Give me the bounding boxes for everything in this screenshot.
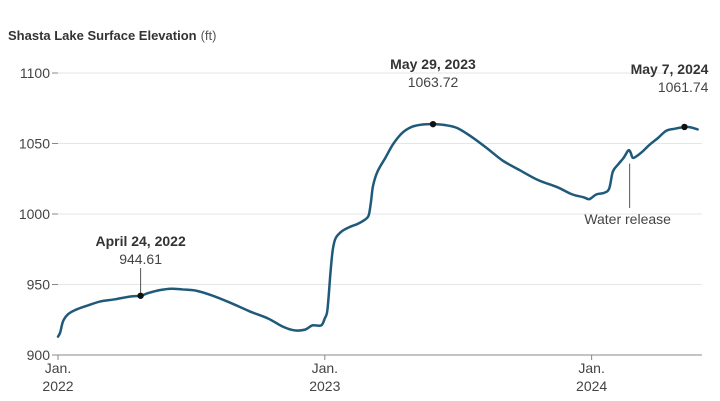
y-axis: 900 950 1000 1050 1100: [19, 65, 58, 363]
annotation-a2023-value: 1063.72: [408, 74, 459, 90]
chart-title-unit: (ft): [201, 28, 217, 43]
x-tick-label-2022-year: 2022: [42, 378, 73, 394]
annotation-a2023-marker: [429, 120, 437, 128]
x-tick-label-2023-year: 2023: [309, 378, 340, 394]
x-tick-label-2023-month: Jan.: [312, 360, 338, 376]
x-tick-label-2024-month: Jan.: [578, 360, 604, 376]
x-axis: Jan. 2022 Jan. 2023 Jan. 2024: [42, 354, 702, 394]
y-tick-label-1050: 1050: [19, 136, 50, 152]
y-tick-label-950: 950: [27, 277, 51, 293]
annotation-a2024-marker: [681, 123, 688, 131]
annotation-a2024-date: May 7, 2024: [631, 61, 709, 77]
annotation-a2022-marker: [137, 292, 144, 299]
annotation-a2022-date: April 24, 2022: [95, 233, 185, 249]
annotation-a2022-value: 944.61: [119, 251, 162, 267]
series-line-0: [56, 122, 699, 338]
annotation-layer: April 24, 2022 944.61 May 29, 2023 1063.72 M…: [95, 56, 709, 299]
annotation-a2024-value: 1061.74: [658, 79, 709, 95]
x-tick-label-2024-year: 2024: [576, 378, 607, 394]
y-tick-label-1100: 1100: [20, 65, 50, 81]
x-tick-label-2022-month: Jan.: [45, 360, 71, 376]
annotation-a2023-date: May 29, 2023: [390, 56, 476, 72]
grid-layer: [58, 72, 702, 285]
chart-title: Shasta Lake Surface Elevation (ft): [8, 28, 216, 43]
chart-title-text: Shasta Lake Surface Elevation: [8, 28, 197, 43]
y-tick-label-900: 900: [27, 347, 51, 363]
callout-water-label: Water release: [584, 211, 671, 227]
y-tick-label-1000: 1000: [19, 206, 50, 222]
series-layer: [56, 122, 699, 338]
